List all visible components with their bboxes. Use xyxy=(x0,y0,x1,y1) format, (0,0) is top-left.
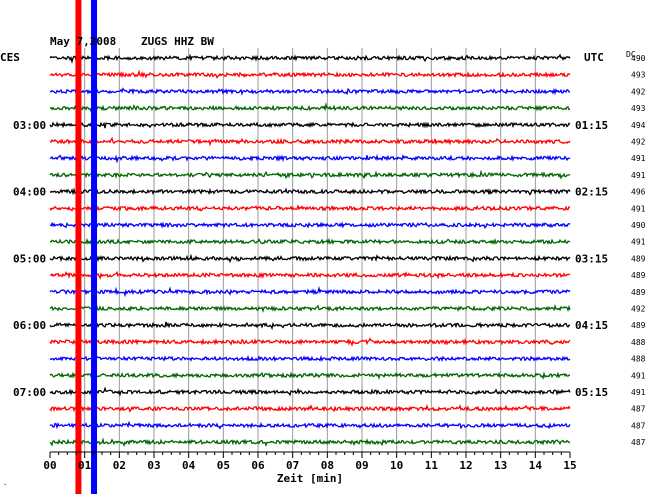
x-tick-label: 14 xyxy=(529,459,543,472)
dc-value: 489 xyxy=(631,288,646,297)
event-markers xyxy=(75,0,98,494)
dc-value: 491 xyxy=(631,388,646,397)
dc-value: 492 xyxy=(631,305,646,314)
seismic-trace xyxy=(49,285,571,298)
x-tick-label: 15 xyxy=(563,459,576,472)
plot-labels: 03:00 04:00 05:00 06:00 07:00 01:15 02:15 03:15… xyxy=(13,54,646,447)
seismic-trace xyxy=(49,154,571,164)
utc-time-label: 01:15 xyxy=(575,119,608,132)
dc-value: 492 xyxy=(631,87,646,96)
recording-date: May 7,2008 xyxy=(50,35,116,48)
seismic-trace xyxy=(49,53,571,65)
x-tick-label: 12 xyxy=(459,459,472,472)
dc-value: 490 xyxy=(631,54,646,63)
local-time-label: 03:00 xyxy=(13,119,46,132)
seismic-trace xyxy=(49,221,571,229)
event-marker xyxy=(91,0,98,494)
dc-value: 489 xyxy=(631,321,646,330)
utc-time-label: 02:15 xyxy=(575,186,608,199)
x-tick-label: 00 xyxy=(43,459,56,472)
x-tick-label: 07 xyxy=(286,459,299,472)
x-tick-label: 02 xyxy=(113,459,126,472)
x-tick-label: 11 xyxy=(425,459,439,472)
seismic-trace xyxy=(49,321,571,331)
utc-time-label: 05:15 xyxy=(575,386,608,399)
dc-value: 490 xyxy=(631,221,646,230)
utc-time-label: 04:15 xyxy=(575,319,608,332)
dc-value: 491 xyxy=(631,371,646,380)
dc-value: 487 xyxy=(631,405,646,414)
x-tick-label: 10 xyxy=(390,459,403,472)
dc-value: 491 xyxy=(631,238,646,247)
x-tick-label: 13 xyxy=(494,459,507,472)
seismic-trace xyxy=(49,403,571,413)
seismic-trace xyxy=(49,303,571,313)
x-tick-label: 06 xyxy=(251,459,265,472)
local-time-label: 04:00 xyxy=(13,186,46,199)
seismic-trace xyxy=(49,69,571,79)
seismic-trace xyxy=(49,386,571,397)
dc-value: 496 xyxy=(631,188,646,197)
local-time-label: 06:00 xyxy=(13,319,46,332)
time-axis: 00 01 02 03 04 05 06 07 08 09 10 11 12 13 14 15 xyxy=(43,451,577,472)
seismic-trace xyxy=(49,337,571,347)
seismic-trace xyxy=(49,420,571,430)
local-time-label: 05:00 xyxy=(13,252,46,265)
dc-value: 489 xyxy=(631,271,646,280)
seismic-trace xyxy=(49,253,571,264)
seismic-trace xyxy=(49,371,570,380)
local-time-label: 07:00 xyxy=(13,386,46,399)
dc-value: 494 xyxy=(631,121,646,130)
x-tick-label: 08 xyxy=(321,459,334,472)
dc-value: 487 xyxy=(631,421,646,430)
dc-value: 488 xyxy=(631,355,646,364)
x-tick-label: 05 xyxy=(217,459,230,472)
plot-grid xyxy=(84,48,536,453)
local-timezone-label: CES xyxy=(0,51,20,64)
dc-value: 492 xyxy=(631,138,646,147)
seismic-traces xyxy=(49,53,571,447)
seismic-trace xyxy=(49,102,571,113)
x-tick-label: 04 xyxy=(182,459,196,472)
seismic-trace xyxy=(49,354,571,363)
seismic-trace xyxy=(49,237,571,246)
dc-offset-label: DC xyxy=(626,50,636,59)
dc-value: 493 xyxy=(631,71,646,80)
x-tick-label: 01 xyxy=(78,459,92,472)
seismic-trace xyxy=(49,437,571,447)
dc-value: 491 xyxy=(631,204,646,213)
corner-mark: . xyxy=(3,479,7,487)
utc-time-label: 03:15 xyxy=(575,252,608,265)
seismic-trace xyxy=(49,136,571,147)
dc-value: 493 xyxy=(631,104,646,113)
utc-timezone-label: UTC xyxy=(584,51,604,64)
dc-value: 491 xyxy=(631,154,646,163)
seismic-trace xyxy=(49,87,571,96)
seismic-trace xyxy=(49,270,571,280)
x-axis-label: Zeit [min] xyxy=(277,472,343,485)
x-tick-label: 03 xyxy=(147,459,160,472)
seismic-trace xyxy=(49,121,571,129)
seismic-trace xyxy=(49,204,571,213)
x-tick-label: 09 xyxy=(355,459,368,472)
dc-value: 488 xyxy=(631,338,646,347)
dc-value: 489 xyxy=(631,254,646,263)
station-name: ZUGS HHZ BW xyxy=(141,35,214,48)
seismic-trace xyxy=(49,169,571,180)
dc-value: 487 xyxy=(631,438,646,447)
event-marker xyxy=(75,0,82,494)
seismic-trace xyxy=(49,187,571,196)
dc-value: 491 xyxy=(631,171,646,180)
